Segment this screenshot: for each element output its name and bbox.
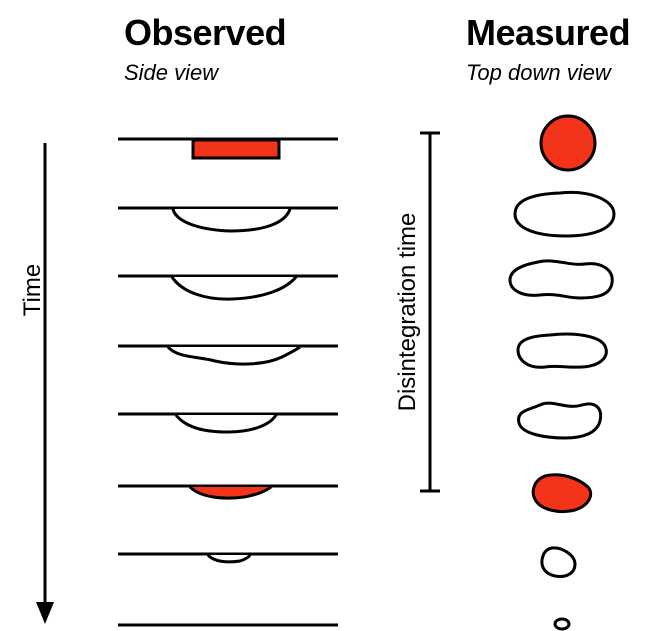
side-view-step-2 [118,206,338,233]
tablet-side-shape [191,138,281,160]
residue-top-shape [531,473,593,514]
disintegration-bracket [420,131,440,493]
observed-subtitle: Side view [124,60,219,85]
measured-subtitle: Top down view [466,60,611,85]
top-view [508,114,616,631]
measured-title: Measured [466,12,631,53]
side-view-step-1 [118,137,338,160]
side-view-step-5 [118,412,338,434]
observed-title: Observed [124,12,287,53]
side-view [118,137,338,627]
side-view-step-6 [118,484,338,500]
side-view-step-3 [118,274,338,301]
side-view-step-7 [118,552,338,564]
residue-side-shape [188,485,272,500]
side-view-step-4 [118,344,338,366]
time-arrow [36,143,54,624]
tablet-top-shape [539,114,597,172]
